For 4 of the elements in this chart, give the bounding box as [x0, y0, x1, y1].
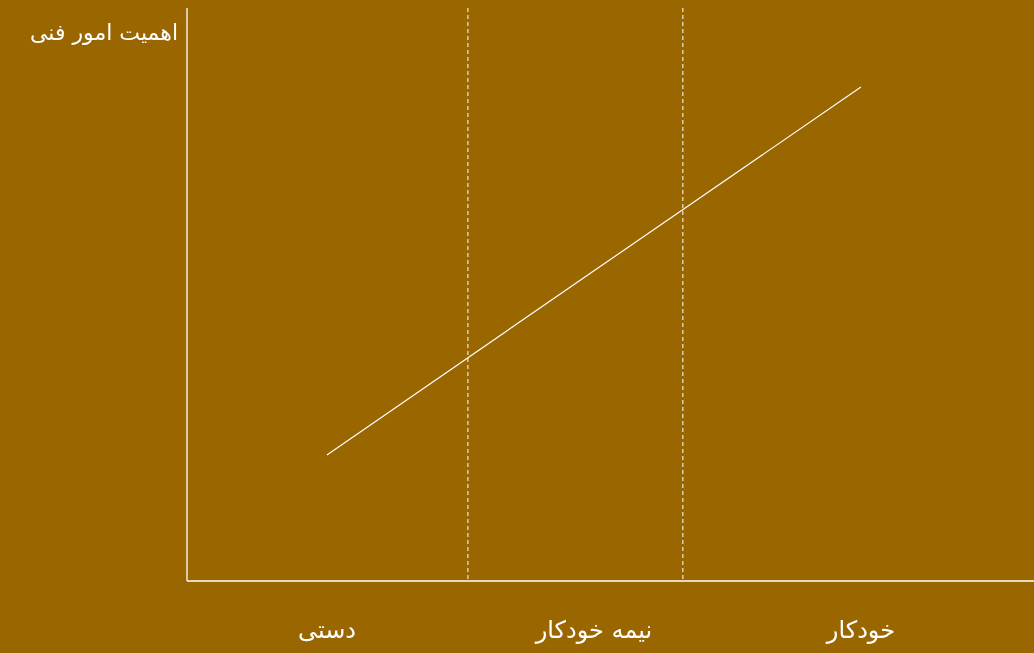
x-tick-label: دستی — [297, 616, 356, 644]
x-tick-label: نیمه خودکار — [534, 616, 653, 644]
x-tick-label: خودکار — [825, 616, 896, 644]
y-axis-title: اهمیت امور فنی — [29, 20, 178, 45]
